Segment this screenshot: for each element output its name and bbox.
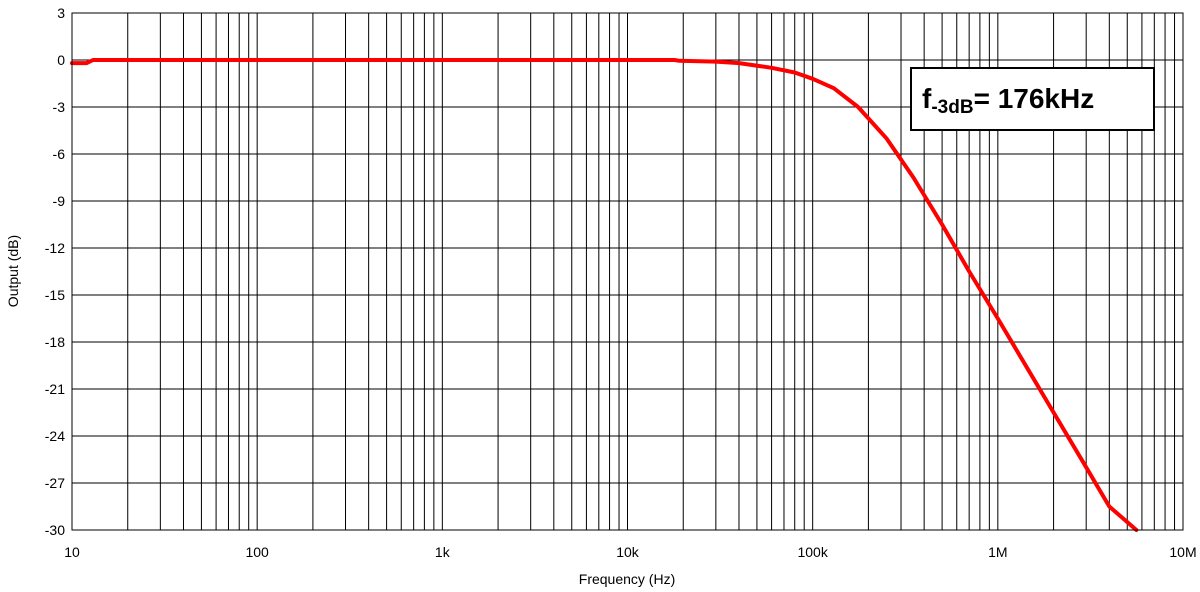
plot-frame bbox=[71, 12, 1184, 531]
x-tick-label: 10k bbox=[616, 544, 640, 560]
y-tick-label: -30 bbox=[45, 522, 65, 538]
x-tick-labels: 10 100 1k 10k 100k 1M 10M bbox=[64, 544, 1196, 560]
y-tick-label: -12 bbox=[45, 240, 65, 256]
y-axis-label: Output (dB) bbox=[5, 235, 21, 307]
y-tick-label: 0 bbox=[57, 52, 65, 68]
annotation-prefix: f bbox=[922, 83, 932, 114]
y-tick-label: -24 bbox=[45, 428, 65, 444]
series-layer bbox=[70, 58, 1139, 532]
series-line bbox=[70, 58, 1139, 532]
x-tick-label: 10 bbox=[64, 544, 80, 560]
y-tick-label: -3 bbox=[53, 99, 66, 115]
y-tick-label: -15 bbox=[45, 287, 65, 303]
y-tick-label: 3 bbox=[57, 5, 65, 21]
x-tick-label: 100 bbox=[245, 544, 269, 560]
annotation-text: = 176kHz bbox=[973, 83, 1095, 114]
y-tick-label: -27 bbox=[45, 475, 65, 491]
y-tick-label: -21 bbox=[45, 381, 65, 397]
y-tick-label: -9 bbox=[53, 193, 66, 209]
x-tick-label: 10M bbox=[1169, 544, 1196, 560]
x-tick-label: 100k bbox=[797, 544, 828, 560]
annotation-subscript: -3dB bbox=[931, 97, 974, 118]
grid-lines bbox=[72, 12, 1183, 531]
cutoff-frequency-annotation: f-3dB= 176kHz bbox=[910, 67, 1155, 131]
y-tick-label: -18 bbox=[45, 334, 65, 350]
y-tick-label: -6 bbox=[53, 146, 66, 162]
y-tick-labels: 3 0 -3 -6 -9 -12 -15 -18 -21 -24 -27 -30 bbox=[45, 5, 65, 538]
x-axis-label: Frequency (Hz) bbox=[579, 571, 675, 587]
x-tick-label: 1k bbox=[435, 544, 451, 560]
x-tick-label: 1M bbox=[988, 544, 1007, 560]
